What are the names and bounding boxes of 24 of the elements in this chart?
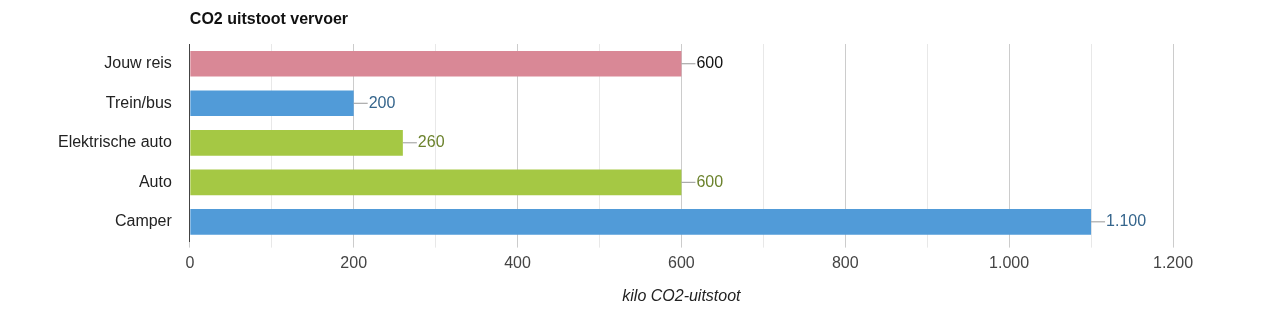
- data-label: 1.100: [1106, 212, 1147, 230]
- y-tick-label: Jouw reis: [104, 54, 172, 72]
- x-tick-label: 1.200: [1152, 253, 1194, 271]
- chart-title: CO2 uitstoot vervoer: [189, 10, 349, 28]
- x-tick-label: 0: [185, 253, 195, 271]
- bar: [190, 209, 1092, 235]
- x-tick-label: 400: [504, 253, 531, 271]
- x-tick-label: 800: [831, 253, 859, 271]
- data-label: 600: [696, 172, 724, 190]
- data-label: 200: [368, 93, 396, 111]
- bar: [190, 90, 354, 117]
- bar: [190, 129, 403, 156]
- bar: [190, 50, 682, 77]
- data-label: 600: [696, 54, 724, 72]
- bar: [190, 169, 682, 196]
- y-tick-label: Auto: [138, 172, 172, 190]
- x-tick-label: 200: [340, 253, 368, 271]
- y-tick-label: Elektrische auto: [57, 133, 172, 151]
- y-tick-label: Camper: [114, 212, 173, 230]
- x-axis-title: kilo CO2-uitstoot: [622, 286, 742, 304]
- y-tick-label: Trein/bus: [105, 93, 172, 111]
- data-label: 260: [417, 133, 445, 151]
- x-tick-label: 600: [668, 253, 695, 271]
- x-tick-label: 1.000: [989, 253, 1030, 271]
